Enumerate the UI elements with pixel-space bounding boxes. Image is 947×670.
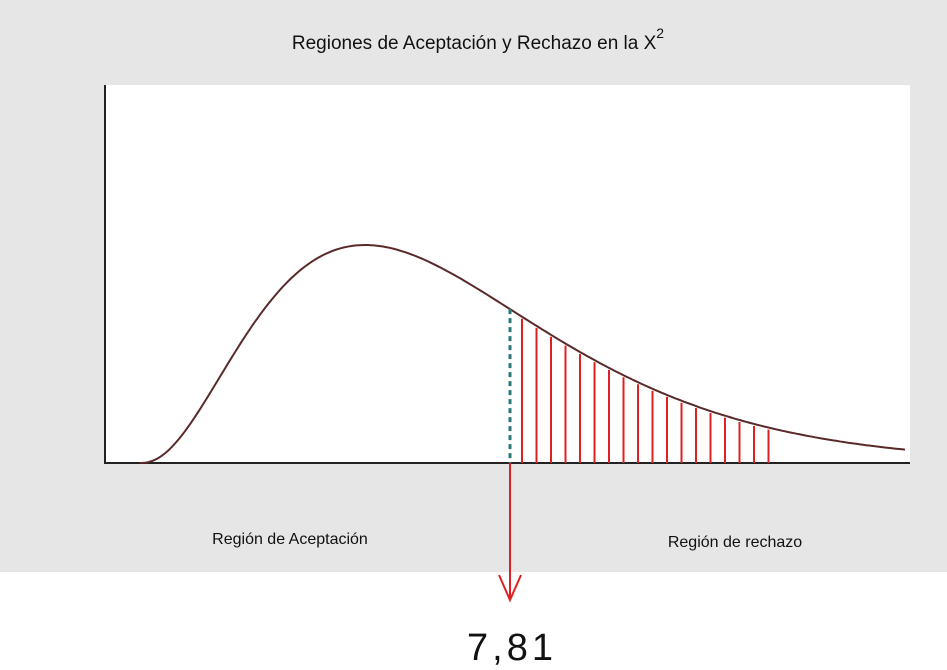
acceptance-label: Región de Aceptación — [212, 531, 368, 548]
title-text: Regiones de Aceptación y Rechazo en la X — [292, 33, 657, 54]
arrow-head — [498, 574, 522, 603]
plot-area — [105, 85, 910, 463]
density-curve — [139, 244, 906, 464]
title-superscript: 2 — [656, 25, 664, 41]
critical-value: 7,81 — [467, 627, 557, 669]
rejection-label: Región de rechazo — [668, 534, 802, 551]
title: Regiones de Aceptación y Rechazo en la X… — [292, 25, 664, 54]
rejection-hatch — [521, 318, 770, 463]
